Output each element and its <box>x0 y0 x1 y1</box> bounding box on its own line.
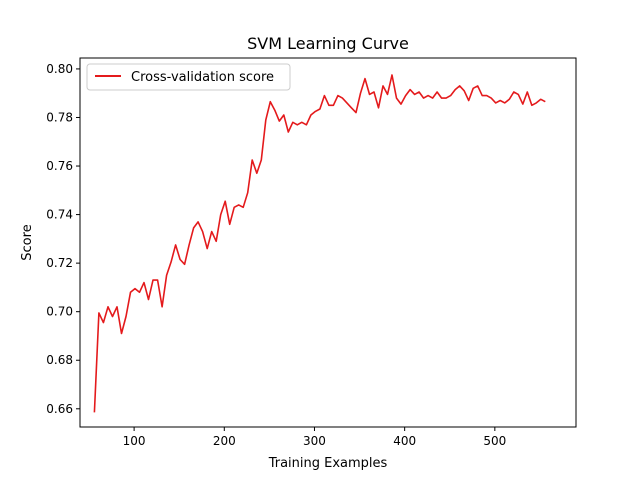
legend-box <box>86 63 291 91</box>
y-tick-label: 0.80 <box>46 62 73 76</box>
chart-title: SVM Learning Curve <box>247 34 409 53</box>
y-axis-ticks: 0.66 0.68 0.70 0.72 0.74 0.76 0.78 0.80 <box>46 62 80 416</box>
x-tick-label: 300 <box>303 434 326 448</box>
legend: Cross-validation score <box>86 63 291 91</box>
y-tick-label: 0.70 <box>46 305 73 319</box>
y-axis-label: Score <box>20 224 35 260</box>
y-tick-label: 0.68 <box>46 353 73 367</box>
y-tick-label: 0.78 <box>46 110 73 124</box>
y-tick-label: 0.76 <box>46 159 73 173</box>
x-tick-label: 500 <box>483 434 506 448</box>
x-tick-label: 100 <box>123 434 146 448</box>
y-tick-label: 0.74 <box>46 208 73 222</box>
plot-frame <box>79 57 577 428</box>
series-line-cross-validation <box>93 74 546 413</box>
y-tick-label: 0.66 <box>46 402 73 416</box>
x-axis-label: Training Examples <box>268 456 388 471</box>
x-tick-label: 400 <box>393 434 416 448</box>
x-axis-ticks: 100 200 300 400 500 <box>123 427 506 448</box>
x-tick-label: 200 <box>213 434 236 448</box>
y-tick-label: 0.72 <box>46 256 73 270</box>
legend-label-cross-validation: Cross-validation score <box>131 70 274 85</box>
series-layer <box>93 74 546 413</box>
plot-area <box>80 58 576 427</box>
